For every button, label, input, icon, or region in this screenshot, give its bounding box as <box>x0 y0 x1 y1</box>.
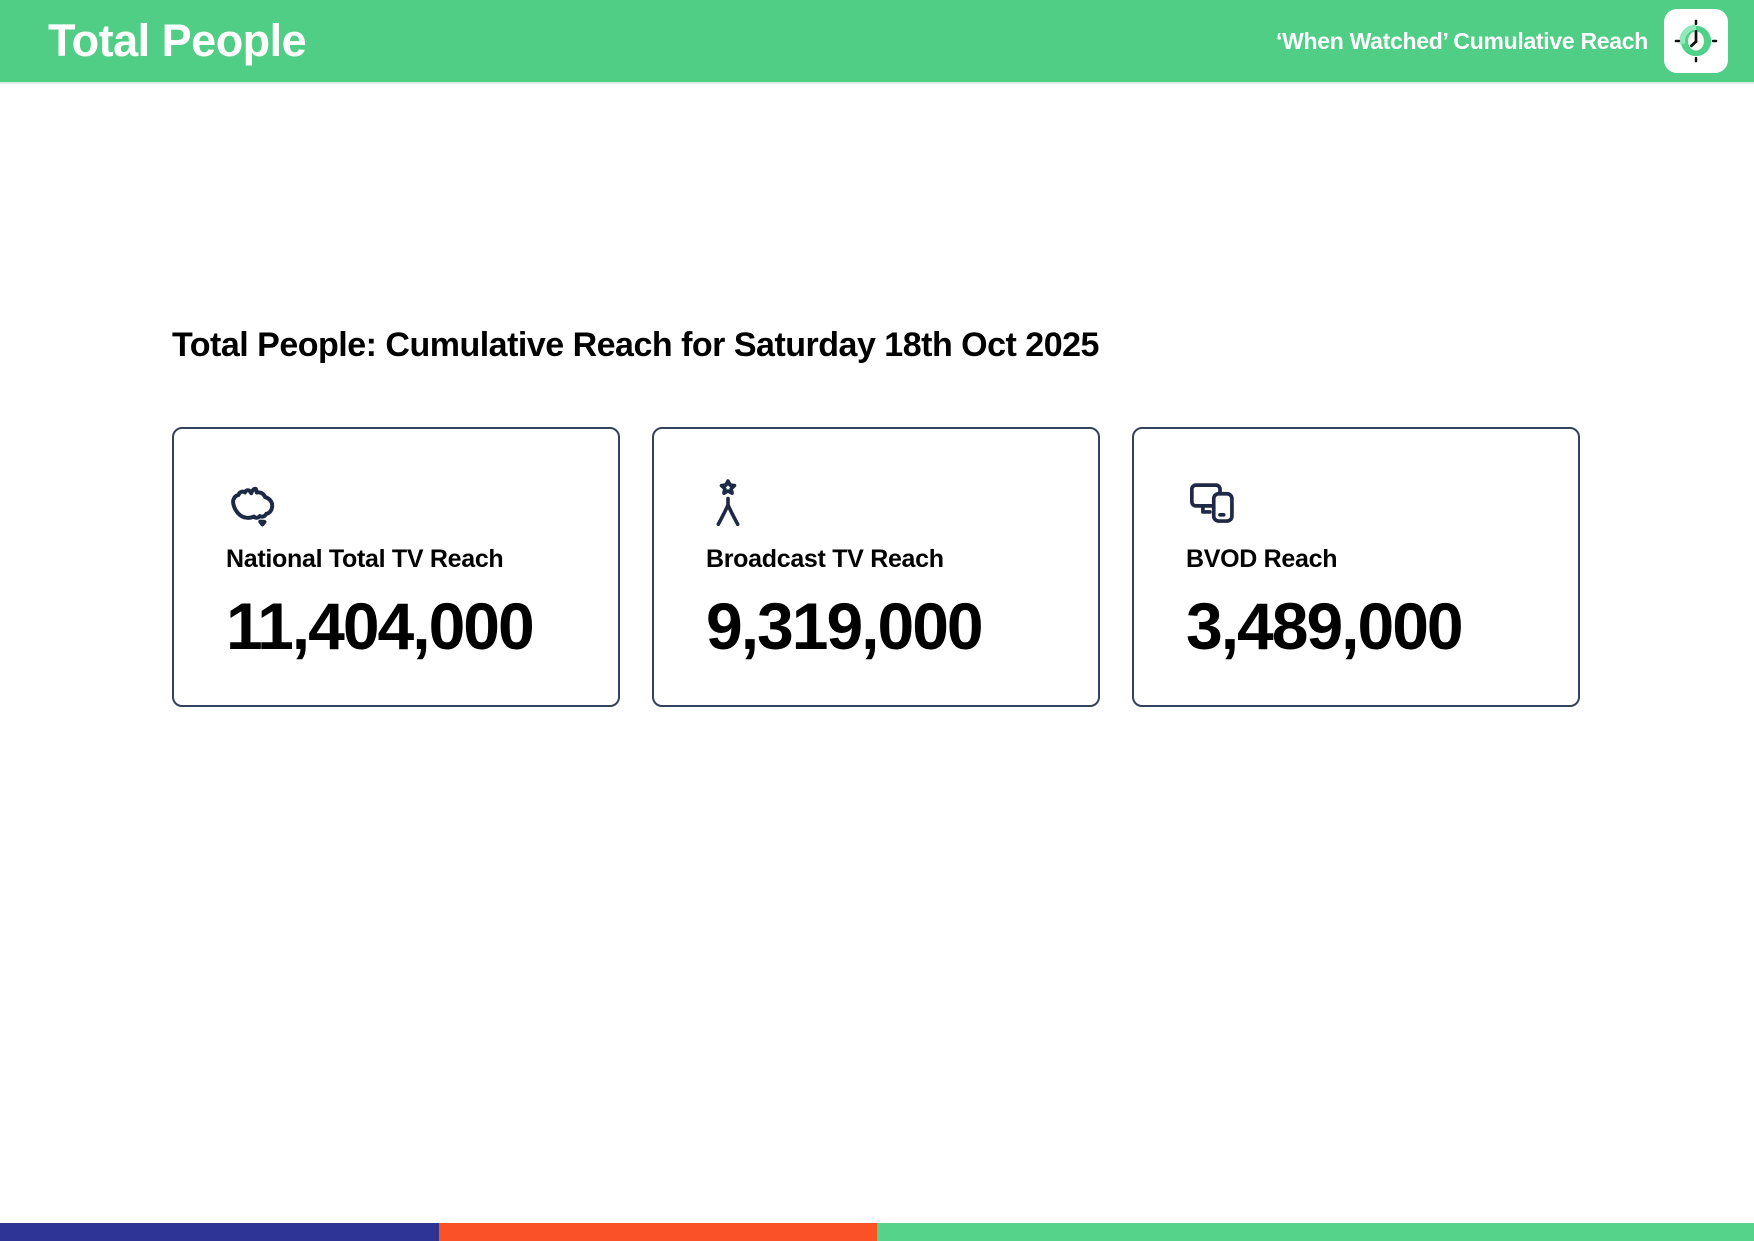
header-right: ‘When Watched’ Cumulative Reach <box>1276 9 1728 73</box>
footer-segment-blue <box>0 1223 439 1241</box>
card-national-total-tv-reach: National Total TV Reach 11,404,000 <box>172 427 620 707</box>
footer-segment-orange <box>438 1223 877 1241</box>
card-value: 11,404,000 <box>226 589 535 663</box>
app-header: Total People ‘When Watched’ Cumulative R… <box>0 0 1754 84</box>
australia-map-icon <box>226 477 578 529</box>
card-value: 3,489,000 <box>1186 589 1464 663</box>
page-title: Total People <box>48 15 307 66</box>
card-value: 9,319,000 <box>706 589 984 663</box>
card-broadcast-tv-reach: Broadcast TV Reach 9,319,000 <box>652 427 1100 707</box>
main-content: Total People: Cumulative Reach for Satur… <box>0 326 1754 707</box>
footer-segment-green <box>877 1223 1754 1241</box>
kpi-cards-row: National Total TV Reach 11,404,000 Broad… <box>172 427 1754 707</box>
card-label: National Total TV Reach <box>226 545 504 573</box>
footer-bar <box>0 1223 1754 1241</box>
card-label: Broadcast TV Reach <box>706 545 944 573</box>
devices-icon <box>1186 477 1538 529</box>
card-label: BVOD Reach <box>1186 545 1338 573</box>
broadcast-tower-icon <box>706 477 1058 529</box>
clock-icon <box>1664 9 1728 73</box>
section-heading: Total People: Cumulative Reach for Satur… <box>172 326 1099 364</box>
header-subtitle: ‘When Watched’ Cumulative Reach <box>1276 27 1648 54</box>
card-bvod-reach: BVOD Reach 3,489,000 <box>1132 427 1580 707</box>
